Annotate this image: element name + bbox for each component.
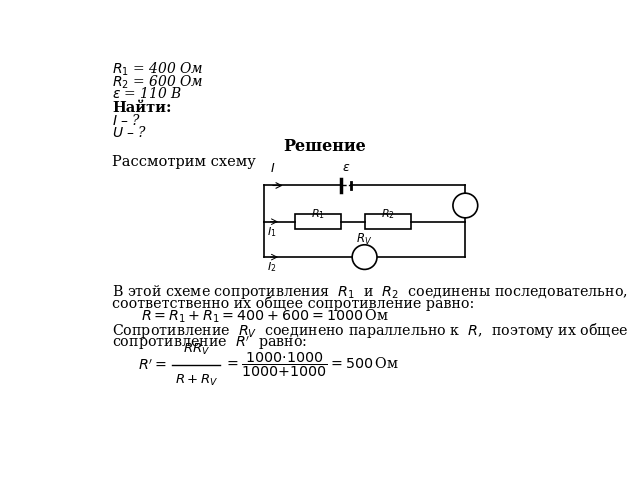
Text: Рассмотрим схему: Рассмотрим схему bbox=[112, 155, 256, 169]
Circle shape bbox=[352, 245, 377, 269]
Text: A: A bbox=[460, 199, 470, 212]
Text: $R_1$: $R_1$ bbox=[311, 207, 325, 221]
Bar bbox=[295, 214, 342, 229]
Text: Найти:: Найти: bbox=[112, 101, 171, 115]
Text: $R = R_1 + R_1 = 400 + 600 = 1000\,$Ом: $R = R_1 + R_1 = 400 + 600 = 1000\,$Ом bbox=[142, 308, 389, 325]
Text: $I_2$: $I_2$ bbox=[267, 260, 276, 274]
Text: $U$ – ?: $U$ – ? bbox=[112, 125, 147, 140]
Text: $R^{\prime}=$: $R^{\prime}=$ bbox=[138, 357, 166, 373]
Text: Решение: Решение bbox=[284, 138, 366, 155]
Text: $R+R_V$: $R+R_V$ bbox=[175, 373, 218, 388]
Text: $R_V$: $R_V$ bbox=[356, 232, 373, 247]
Text: $R_2$: $R_2$ bbox=[381, 207, 395, 221]
Text: $RR_V$: $RR_V$ bbox=[183, 342, 210, 357]
Circle shape bbox=[453, 193, 478, 218]
Text: V: V bbox=[360, 251, 369, 263]
Text: $I_1$: $I_1$ bbox=[267, 225, 276, 239]
Text: В этой схеме сопротивления  $R_1$  и  $R_2$  соединены последовательно,: В этой схеме сопротивления $R_1$ и $R_2$… bbox=[112, 282, 628, 300]
Text: $=\dfrac{1000{\cdot}1000}{1000{+}1000}=500\,$Ом: $=\dfrac{1000{\cdot}1000}{1000{+}1000}=5… bbox=[224, 351, 399, 379]
Text: Сопротивление  $R_V$  соединено параллельно к  $R$,  поэтому их общее: Сопротивление $R_V$ соединено параллельн… bbox=[112, 321, 628, 340]
Bar bbox=[364, 214, 411, 229]
Text: $I$: $I$ bbox=[271, 162, 276, 175]
Text: $R_1$ = 400 Ом: $R_1$ = 400 Ом bbox=[112, 61, 203, 78]
Text: $\varepsilon$ = 110 В: $\varepsilon$ = 110 В bbox=[112, 87, 182, 101]
Text: соответственно их общее сопротивление равно:: соответственно их общее сопротивление ра… bbox=[112, 296, 474, 311]
Text: $R_2$ = 600 Ом: $R_2$ = 600 Ом bbox=[112, 73, 203, 91]
Text: сопротивление  $R'$  равно:: сопротивление $R'$ равно: bbox=[112, 333, 307, 352]
Text: $I$ – ?: $I$ – ? bbox=[112, 112, 141, 128]
Text: $\varepsilon$: $\varepsilon$ bbox=[342, 161, 350, 174]
